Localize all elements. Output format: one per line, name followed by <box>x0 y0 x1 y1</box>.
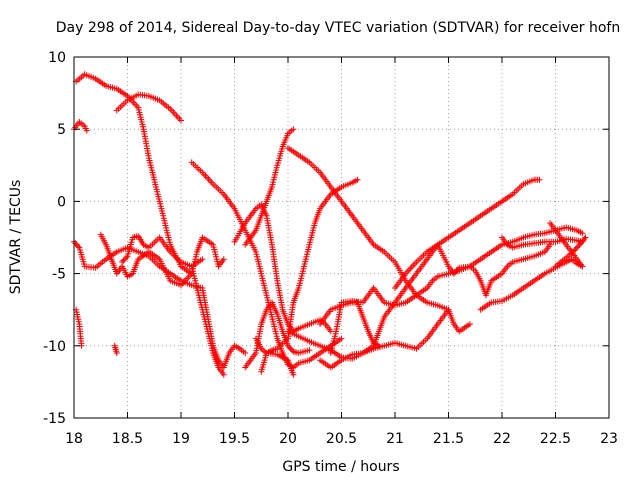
data-point <box>536 176 543 183</box>
data-point <box>290 371 297 378</box>
x-tick-label: 21 <box>386 431 404 447</box>
series-track-11 <box>242 126 297 248</box>
series-track-1 <box>73 71 195 277</box>
data-point <box>581 235 588 242</box>
data-point <box>466 321 473 328</box>
data-point <box>582 234 589 241</box>
data-point <box>75 243 81 250</box>
x-tick-label: 21.5 <box>433 431 464 447</box>
data-point <box>199 256 206 263</box>
data-point <box>113 350 120 356</box>
data-point <box>123 254 130 261</box>
y-axis-ticks: -15 -10 -5 0 5 10 <box>43 50 609 427</box>
data-point <box>573 244 580 251</box>
series-track-23 <box>499 234 586 251</box>
data-point <box>571 247 578 254</box>
series-track-21 <box>392 241 554 299</box>
data-point <box>327 328 334 335</box>
data-point <box>242 350 249 356</box>
data-point <box>287 345 294 352</box>
y-tick-label: -10 <box>43 339 66 355</box>
y-tick-label: 5 <box>57 122 66 138</box>
data-point <box>453 267 460 274</box>
data-point <box>376 342 382 349</box>
x-tick-label: 19.5 <box>219 431 250 447</box>
y-tick-label: 10 <box>48 50 66 66</box>
x-tick-label: 18 <box>65 431 83 447</box>
data-point <box>354 176 361 183</box>
x-tick-label: 18.5 <box>112 431 143 447</box>
data-point <box>285 342 291 349</box>
series-track-9 <box>188 263 227 378</box>
x-tick-label: 20.5 <box>326 431 357 447</box>
series-track-15 <box>258 176 361 375</box>
data-point <box>120 257 127 264</box>
data-point <box>72 240 79 247</box>
series-track-24 <box>547 220 586 270</box>
data-point <box>338 335 345 342</box>
data-point <box>579 263 586 270</box>
data-point <box>119 259 126 265</box>
x-tick-label: 22.5 <box>540 431 571 447</box>
x-axis-label: GPS time / hours <box>282 459 399 475</box>
y-tick-label: 0 <box>57 194 66 210</box>
series-track-25 <box>552 234 589 270</box>
data-point <box>450 270 457 277</box>
x-tick-label: 19 <box>172 431 190 447</box>
x-tick-label: 22 <box>493 431 511 447</box>
series-track-13 <box>242 299 313 371</box>
series-track-8 <box>111 342 120 356</box>
data-point <box>445 306 452 313</box>
series-track-20 <box>317 299 382 349</box>
y-tick-label: -15 <box>43 411 66 427</box>
x-tick-label: 23 <box>600 431 618 447</box>
data-point <box>220 256 227 263</box>
data-point <box>306 347 313 354</box>
data-point <box>83 127 90 134</box>
series-track-2 <box>113 91 184 124</box>
data-point <box>569 248 576 255</box>
chart-title: Day 298 of 2014, Sidereal Day-to-day VTE… <box>56 20 620 36</box>
data-points <box>71 71 589 378</box>
x-tick-label: 20 <box>279 431 297 447</box>
data-point <box>178 117 184 124</box>
data-point <box>579 230 586 237</box>
data-point <box>576 241 583 248</box>
data-point <box>547 241 554 248</box>
y-tick-label: -5 <box>52 267 66 283</box>
series-track-12 <box>231 201 334 335</box>
x-axis-ticks: 18 18.5 19 19.5 20 20.5 21 21.5 22 22.5 23 <box>65 57 618 447</box>
data-point <box>290 126 297 133</box>
data-point <box>220 371 227 378</box>
y-axis-label: SDTVAR / TECUs <box>8 180 24 295</box>
grid-lines <box>74 57 609 418</box>
